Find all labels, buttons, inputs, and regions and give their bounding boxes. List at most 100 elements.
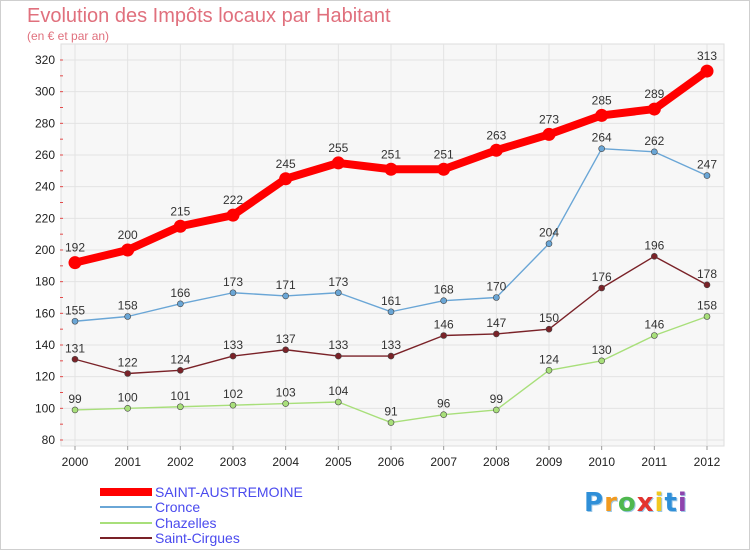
proxiti-logo: Proxiti xyxy=(584,488,688,518)
x-tick-label-2006: 2006 xyxy=(378,455,405,469)
data-point xyxy=(489,143,503,157)
data-label: 313 xyxy=(697,49,717,63)
data-point xyxy=(124,313,131,320)
y-tick-label-80: 80 xyxy=(42,433,56,447)
y-tick-label-160: 160 xyxy=(35,306,55,320)
data-label: 133 xyxy=(381,338,401,352)
data-point xyxy=(71,355,79,363)
data-point xyxy=(493,330,500,338)
data-point xyxy=(173,219,187,233)
y-tick-label-280: 280 xyxy=(35,116,55,130)
data-point xyxy=(493,294,500,301)
data-point xyxy=(542,127,556,141)
legend-swatch xyxy=(100,537,152,540)
x-tick-label-2000: 2000 xyxy=(62,455,89,469)
chart-title: Evolution des Impôts locaux par Habitant xyxy=(27,5,391,27)
data-label: 200 xyxy=(118,228,138,242)
logo-letter: t xyxy=(664,488,678,518)
legend-swatch xyxy=(100,521,152,524)
data-point xyxy=(384,162,398,176)
data-label: 103 xyxy=(276,386,296,400)
legend-item-1: Cronce xyxy=(100,500,303,516)
data-point xyxy=(545,367,553,374)
y-tick-label-120: 120 xyxy=(35,370,55,384)
data-label: 255 xyxy=(328,141,348,155)
data-label: 133 xyxy=(328,338,348,352)
y-tick-label-140: 140 xyxy=(35,338,55,352)
data-label: 102 xyxy=(223,387,243,401)
logo-letter: o xyxy=(617,488,637,518)
data-label: 247 xyxy=(697,158,717,172)
data-point xyxy=(651,253,658,260)
y-tick-label-200: 200 xyxy=(35,243,55,257)
data-label: 150 xyxy=(539,311,559,325)
data-point xyxy=(124,370,131,377)
data-point xyxy=(279,172,293,186)
data-point xyxy=(700,64,714,78)
data-point xyxy=(598,357,605,365)
data-label: 130 xyxy=(592,343,612,357)
data-label: 264 xyxy=(592,131,612,145)
data-label: 170 xyxy=(486,280,506,294)
data-label: 204 xyxy=(539,226,559,240)
y-tick-label-260: 260 xyxy=(35,148,55,162)
data-label: 100 xyxy=(118,390,138,404)
data-point xyxy=(440,332,447,339)
data-label: 173 xyxy=(328,275,348,289)
legend-item-2: Chazelles xyxy=(100,515,303,531)
data-label: 96 xyxy=(437,397,451,411)
data-point xyxy=(647,102,661,116)
x-tick-label-2008: 2008 xyxy=(483,455,510,469)
data-label: 137 xyxy=(276,332,296,346)
data-point xyxy=(335,289,342,297)
data-label: 168 xyxy=(434,283,454,297)
data-point xyxy=(595,108,609,122)
data-point xyxy=(177,367,184,374)
x-tick-label-2007: 2007 xyxy=(430,455,457,469)
x-tick-label-2001: 2001 xyxy=(114,455,141,469)
data-point xyxy=(387,352,395,360)
data-point xyxy=(229,401,237,409)
data-label: 155 xyxy=(65,303,85,317)
data-point xyxy=(598,145,605,152)
data-point xyxy=(177,403,184,411)
data-point xyxy=(703,313,711,320)
legend-label: SAINT-AUSTREMOINE xyxy=(155,483,303,500)
chart-subtitle: (en € et par an) xyxy=(27,29,110,43)
x-tick-label-2009: 2009 xyxy=(536,455,563,469)
data-point xyxy=(651,148,658,156)
data-point xyxy=(703,281,711,289)
logo-letter: r xyxy=(604,488,618,518)
data-point xyxy=(598,284,605,292)
data-point xyxy=(226,208,240,222)
data-label: 222 xyxy=(223,193,243,207)
data-label: 215 xyxy=(170,204,190,218)
data-point xyxy=(440,297,447,304)
data-point xyxy=(121,243,135,257)
x-tick-label-2012: 2012 xyxy=(694,455,721,469)
data-label: 196 xyxy=(644,238,664,252)
logo-letter: x xyxy=(636,488,655,518)
data-label: 178 xyxy=(697,267,717,281)
data-point xyxy=(335,352,342,360)
data-point xyxy=(493,406,500,414)
data-label: 251 xyxy=(381,147,401,161)
data-label: 262 xyxy=(644,134,664,148)
data-label: 245 xyxy=(276,157,296,171)
data-point xyxy=(71,317,79,325)
x-tick-label-2003: 2003 xyxy=(220,455,247,469)
data-label: 158 xyxy=(697,299,717,313)
data-point xyxy=(703,172,711,179)
data-label: 273 xyxy=(539,112,559,126)
chart-legend: SAINT-AUSTREMOINE Cronce Chazelles Saint-Ci… xyxy=(100,484,303,546)
data-label: 289 xyxy=(644,87,664,101)
data-label: 101 xyxy=(170,389,190,403)
data-label: 192 xyxy=(65,241,85,255)
data-point xyxy=(71,406,79,414)
data-point xyxy=(545,325,553,333)
x-tick-label-2004: 2004 xyxy=(272,455,299,469)
data-label: 161 xyxy=(381,294,401,308)
data-point xyxy=(437,162,451,176)
data-label: 133 xyxy=(223,338,243,352)
